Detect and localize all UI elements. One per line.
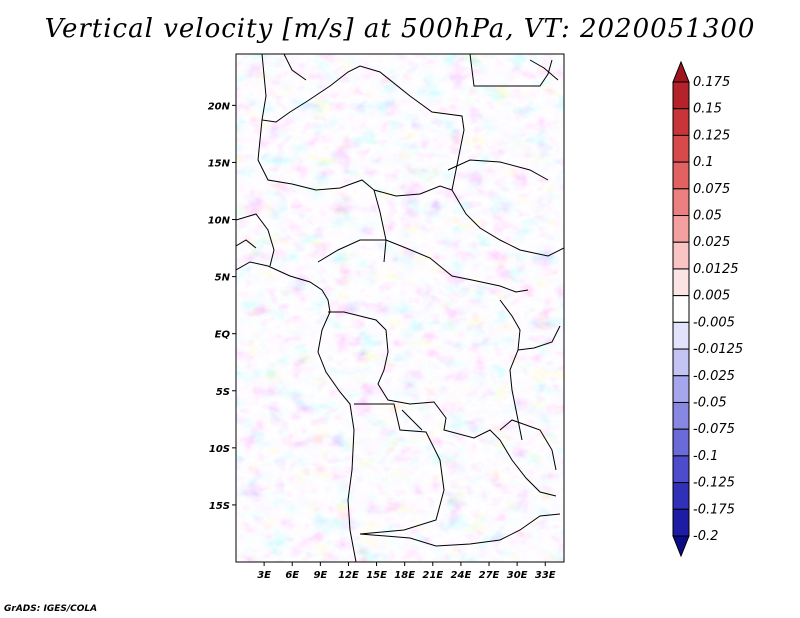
lon-tick-label: 21E	[422, 570, 443, 581]
colorbar-label: 0.175	[693, 75, 730, 90]
lat-tick-label: 15N	[208, 158, 231, 169]
colorbar-label: -0.0125	[693, 342, 743, 357]
colorbar-label: -0.025	[693, 369, 735, 384]
colorbar-swatch	[672, 188, 690, 217]
colorbar-swatch	[672, 134, 690, 163]
colorbar-label: 0.125	[693, 128, 730, 143]
colorbar-label: 0.075	[693, 182, 730, 197]
lon-tick-label: 6E	[285, 570, 299, 581]
colorbar-label: -0.05	[693, 395, 727, 410]
colorbar-label: 0.05	[693, 209, 722, 224]
colorbar-swatch	[672, 401, 690, 430]
colorbar-label: -0.005	[693, 315, 735, 330]
colorbar-label: 0.005	[693, 289, 730, 304]
colorbar-swatch	[672, 508, 690, 537]
colorbar-label: -0.1	[693, 449, 718, 464]
country-borders	[236, 54, 564, 562]
colorbar-swatch	[672, 241, 690, 270]
colorbar-swatch	[672, 348, 690, 377]
lat-tick-label: 5S	[216, 387, 230, 398]
lon-tick-label: 3E	[257, 570, 271, 581]
colorbar-swatch	[672, 295, 690, 323]
colorbar-swatch	[672, 215, 690, 243]
latitude-axis: 20N 15N 10N 5N EQ 5S 10S 15S	[208, 101, 236, 512]
colorbar-bottom-triangle	[672, 535, 690, 558]
lat-tick-label: 10N	[208, 216, 231, 227]
colorbar-label: 0.1	[693, 155, 714, 170]
colorbar-swatch	[672, 455, 690, 484]
colorbar-swatch	[672, 375, 690, 403]
colorbar-swatch	[672, 321, 690, 350]
lon-tick-label: 27E	[479, 570, 500, 581]
lon-tick-label: 24E	[451, 570, 472, 581]
colorbar-label: 0.0125	[693, 262, 739, 277]
velocity-field	[236, 54, 564, 562]
lon-tick-label: 15E	[366, 570, 387, 581]
colorbar-swatch	[672, 482, 690, 510]
lat-tick-label: 20N	[208, 101, 231, 112]
lon-tick-label: 30E	[507, 570, 528, 581]
lat-tick-label: 5N	[215, 273, 231, 284]
lat-tick-label: 10S	[209, 444, 230, 455]
colorbar-label: -0.075	[693, 422, 735, 437]
map-frame	[235, 53, 565, 563]
lat-tick-label: EQ	[215, 330, 231, 341]
colorbar-swatch	[672, 81, 690, 110]
colorbar-label: 0.025	[693, 235, 730, 250]
grads-credit: GrADS: IGES/COLA	[4, 604, 98, 614]
longitude-axis: 3E 6E 9E 12E 15E 18E 21E 24E 27E 30E 33E	[257, 562, 556, 581]
lon-tick-label: 33E	[535, 570, 556, 581]
colorbar-swatch	[672, 108, 690, 136]
colorbar-label: -0.125	[693, 476, 735, 491]
chart-title: Vertical velocity [m/s] at 500hPa, VT: 2…	[44, 14, 756, 44]
colorbar-swatch	[672, 428, 690, 457]
colorbar-swatch	[672, 268, 690, 297]
colorbar: 0.175 0.15 0.125 0.1 0.075 0.05 0.025 0.0125 0.0…	[672, 60, 743, 558]
lat-tick-label: 15S	[209, 501, 230, 512]
colorbar-label: 0.15	[693, 102, 722, 117]
lon-tick-label: 9E	[313, 570, 327, 581]
colorbar-label: -0.2	[693, 529, 718, 544]
lon-tick-label: 18E	[394, 570, 415, 581]
colorbar-swatch	[672, 161, 690, 190]
lon-tick-label: 12E	[338, 570, 359, 581]
colorbar-top-triangle	[672, 60, 690, 83]
colorbar-label: -0.175	[693, 502, 735, 517]
